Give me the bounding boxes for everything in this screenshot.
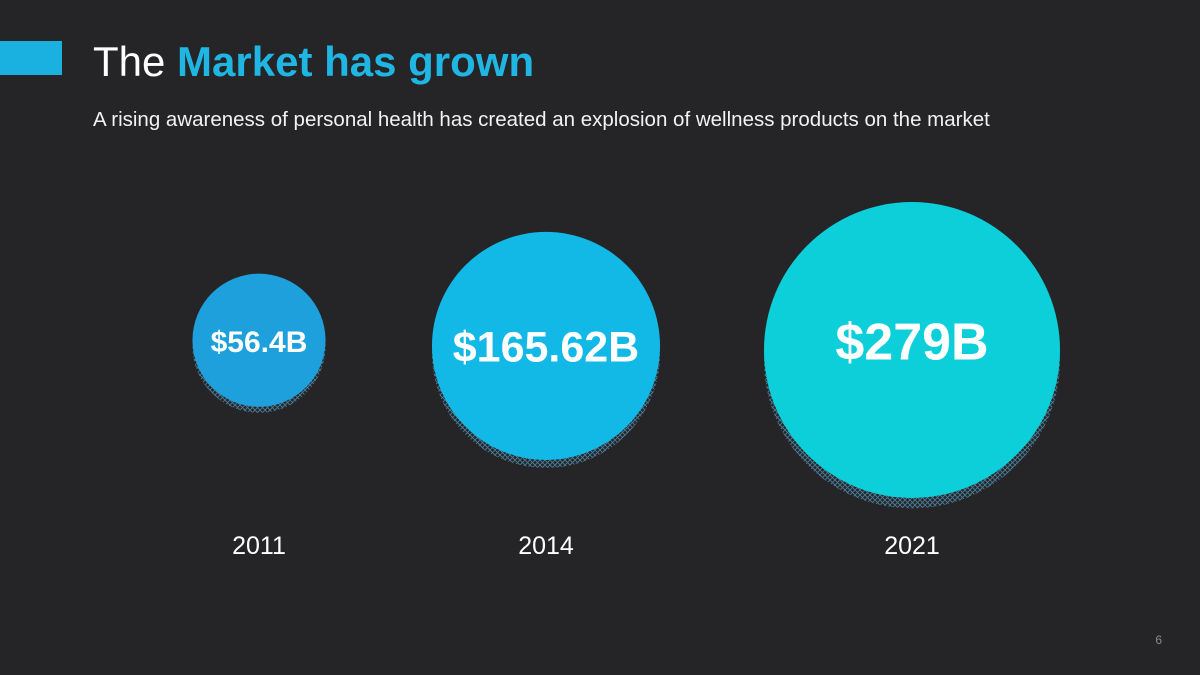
bubble-value-label-2011: $56.4B — [211, 326, 308, 359]
bubble-2011 — [192, 273, 326, 407]
slide-title: The Market has grown — [93, 36, 534, 88]
bubble-value-label-2021: $279B — [835, 314, 988, 372]
title-plain-text: The — [93, 38, 166, 85]
title-accent-text: Market has grown — [177, 38, 535, 85]
title-accent-bar — [0, 41, 62, 75]
page-number: 6 — [1155, 633, 1162, 647]
bubble-value-label-2014: $165.62B — [453, 323, 640, 371]
year-label-2014: 2014 — [518, 532, 574, 560]
slide-subtitle: A rising awareness of personal health ha… — [93, 108, 990, 131]
year-label-2021: 2021 — [884, 532, 940, 560]
bubble-2021 — [764, 202, 1060, 498]
year-label-2011: 2011 — [232, 532, 286, 560]
bubble-2014 — [431, 231, 661, 460]
